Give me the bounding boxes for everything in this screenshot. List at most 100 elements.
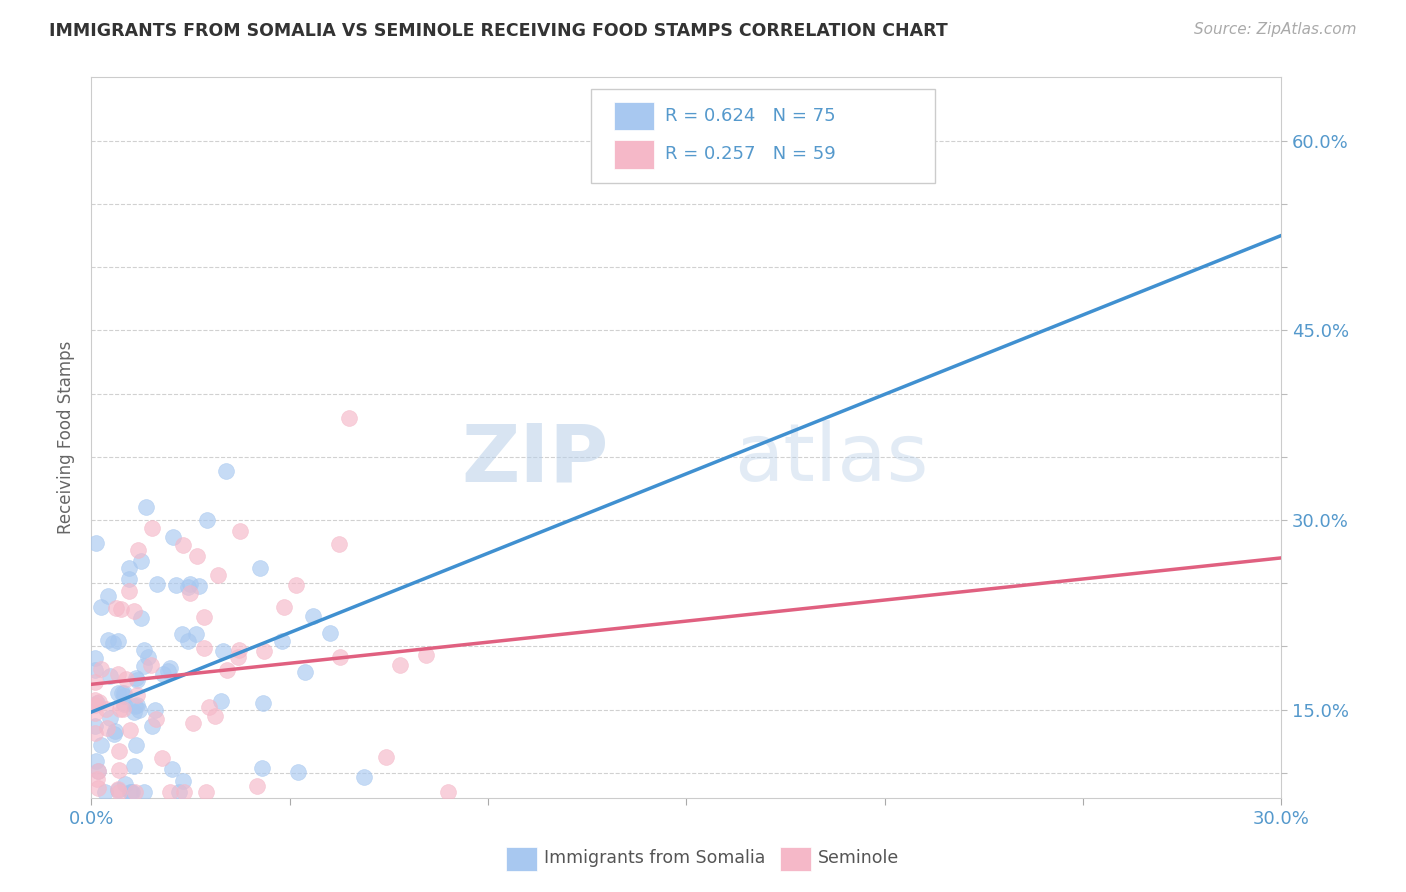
Point: [337, 411, 360, 425]
Point: [125, 738, 148, 752]
Point: [87, 695, 110, 709]
Point: [246, 779, 269, 793]
Text: Seminole: Seminole: [818, 849, 900, 867]
Point: [226, 650, 249, 665]
Point: [415, 648, 437, 663]
Point: [107, 634, 129, 648]
Point: [181, 715, 204, 730]
Point: [249, 561, 271, 575]
Point: [124, 671, 146, 685]
Point: [217, 663, 239, 677]
Point: [195, 785, 218, 799]
Point: [176, 580, 198, 594]
Point: [86, 535, 108, 549]
Point: [84, 725, 107, 739]
Point: [87, 764, 110, 778]
Point: [112, 702, 135, 716]
Text: IMMIGRANTS FROM SOMALIA VS SEMINOLE RECEIVING FOOD STAMPS CORRELATION CHART: IMMIGRANTS FROM SOMALIA VS SEMINOLE RECE…: [49, 22, 948, 40]
Point: [215, 464, 238, 478]
Point: [127, 689, 149, 703]
Point: [124, 785, 146, 799]
Point: [252, 761, 274, 775]
Point: [204, 708, 226, 723]
Point: [86, 696, 108, 710]
Point: [437, 785, 460, 799]
Point: [132, 643, 155, 657]
Point: [193, 610, 215, 624]
Point: [103, 636, 125, 650]
Point: [108, 763, 131, 777]
Point: [273, 599, 295, 614]
Point: [162, 530, 184, 544]
Point: [127, 542, 149, 557]
Point: [145, 576, 167, 591]
Point: [207, 567, 229, 582]
Point: [156, 664, 179, 678]
Point: [107, 667, 129, 681]
Point: [84, 693, 107, 707]
Point: [115, 673, 138, 687]
Point: [162, 763, 184, 777]
Point: [177, 633, 200, 648]
Point: [229, 524, 252, 539]
Point: [353, 770, 375, 784]
Point: [228, 643, 250, 657]
Point: [319, 626, 342, 640]
Point: [94, 785, 117, 799]
Point: [252, 697, 274, 711]
Point: [388, 657, 411, 672]
Point: [134, 658, 156, 673]
Point: [184, 627, 207, 641]
Point: [179, 577, 201, 591]
Point: [129, 554, 152, 568]
Point: [127, 673, 149, 687]
Point: [86, 772, 108, 786]
Point: [124, 699, 146, 714]
Point: [108, 744, 131, 758]
Point: [87, 764, 110, 778]
Point: [122, 759, 145, 773]
Point: [197, 513, 219, 527]
Point: [107, 686, 129, 700]
Text: Immigrants from Somalia: Immigrants from Somalia: [544, 849, 765, 867]
Point: [112, 697, 135, 711]
Point: [97, 633, 120, 648]
Point: [129, 611, 152, 625]
Point: [302, 608, 325, 623]
Point: [188, 579, 211, 593]
Point: [104, 600, 127, 615]
Point: [84, 754, 107, 768]
Text: R = 0.624   N = 75: R = 0.624 N = 75: [665, 107, 835, 125]
Point: [108, 785, 131, 799]
Point: [211, 643, 233, 657]
Text: atlas: atlas: [734, 420, 928, 499]
Point: [122, 706, 145, 720]
Point: [143, 703, 166, 717]
Point: [90, 738, 112, 752]
Point: [84, 675, 107, 690]
Point: [120, 785, 142, 799]
Point: [136, 650, 159, 665]
Point: [169, 785, 191, 799]
Point: [172, 538, 194, 552]
Point: [287, 765, 309, 780]
Point: [120, 785, 142, 799]
Point: [141, 521, 163, 535]
Point: [84, 706, 107, 720]
Point: [150, 751, 173, 765]
Point: [132, 785, 155, 799]
Point: [198, 700, 221, 714]
Point: [112, 690, 135, 704]
Point: [172, 773, 194, 788]
Point: [114, 777, 136, 791]
Point: [110, 602, 132, 616]
Point: [122, 604, 145, 618]
Point: [285, 578, 308, 592]
Point: [186, 549, 208, 563]
Point: [252, 643, 274, 657]
Point: [108, 702, 131, 716]
Point: [118, 561, 141, 575]
Point: [104, 724, 127, 739]
Point: [103, 727, 125, 741]
Point: [84, 650, 107, 665]
